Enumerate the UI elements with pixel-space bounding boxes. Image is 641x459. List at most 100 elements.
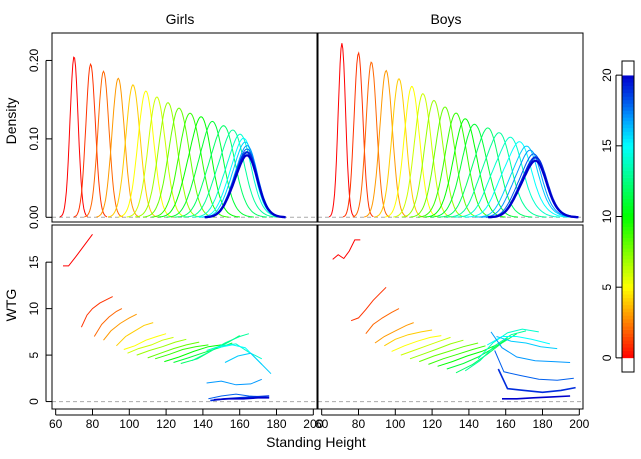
- girls-x-tick-label: 80: [86, 417, 100, 431]
- girls-density-age-5: [118, 90, 174, 218]
- boys-wtg-age-14: [477, 328, 539, 360]
- colorbar-segment: [622, 294, 634, 299]
- boys-density-age-14: [454, 136, 560, 218]
- colorbar: 0 5 10 15 20: [600, 60, 635, 373]
- colorbar-segment: [622, 82, 634, 87]
- colorbar-segment: [622, 248, 634, 253]
- colorbar-segment: [622, 124, 634, 129]
- girls-wtg-age-20: [213, 396, 270, 401]
- colorbar-segment: [622, 205, 634, 210]
- girls-density-age-7: [135, 102, 201, 218]
- girls-density-age-11: [166, 120, 254, 218]
- boys-density-age-10: [424, 118, 506, 218]
- colorbar-segment: [622, 163, 634, 168]
- girls-wtg-age-16: [224, 352, 272, 375]
- girls-density-age-1: [73, 62, 108, 218]
- colorbar-segment: [622, 262, 634, 267]
- girls-wtg-age-1: [80, 296, 113, 328]
- colorbar-segment: [622, 364, 634, 369]
- colorbar-segment: [622, 184, 634, 189]
- boys-density-panel: [317, 32, 584, 223]
- colorbar-segment: [622, 195, 634, 200]
- colorbar-segment: [622, 188, 634, 193]
- boys-wtg-age-20: [502, 395, 571, 400]
- wtg-axis-label: WTG: [3, 289, 19, 322]
- colorbar-segment: [622, 304, 634, 309]
- colorbar-segment: [622, 121, 634, 125]
- colorbar-segment: [622, 170, 634, 175]
- colorbar-segment: [622, 350, 634, 355]
- colorbar-segment: [622, 311, 634, 316]
- girls-wtg-age-5: [123, 333, 167, 350]
- girls-wtg-age-17: [206, 378, 262, 386]
- boys-wtg-age-6: [400, 336, 451, 356]
- colorbar-segment: [622, 230, 634, 235]
- colorbar-segment: [622, 177, 634, 182]
- density-y-tick-label: 0.20: [27, 48, 41, 72]
- girls-wtg-age-7: [136, 338, 187, 356]
- boys-density-age-11: [430, 123, 519, 218]
- girls-wtg-age-2: [93, 308, 123, 337]
- colorbar-segment: [622, 216, 634, 221]
- colorbar-tick-label: 10: [600, 210, 614, 224]
- girls-density-age-2: [84, 70, 124, 218]
- girls-x-tick-label: 200: [303, 417, 323, 431]
- boys-density-age-9: [417, 112, 494, 218]
- boys-wtg-age-19: [497, 368, 576, 394]
- wtg-y-tick-label: 5: [27, 351, 41, 358]
- colorbar-segment: [622, 159, 634, 164]
- colorbar-segment: [622, 167, 634, 171]
- colorbar-segment: [622, 269, 634, 274]
- colorbar-segment: [622, 174, 634, 178]
- colorbar-segment: [622, 251, 634, 256]
- colorbar-segment: [622, 71, 634, 76]
- girls-x-tick-label: 120: [156, 417, 176, 431]
- boys-density-age-0: [328, 43, 356, 218]
- colorbar-segment: [622, 255, 634, 260]
- boys-wtg-age-17: [490, 331, 571, 363]
- girls-density-age-9: [151, 112, 229, 218]
- colorbar-segment: [622, 287, 634, 292]
- boys-density-age-2: [352, 61, 390, 218]
- boys-wtg-age-5: [391, 335, 442, 352]
- colorbar-segment: [622, 283, 634, 288]
- boys-wtg-age-4: [384, 329, 433, 347]
- girls-density-age-8: [142, 107, 215, 218]
- colorbar-segment: [622, 68, 634, 72]
- boys-wtg-age-13: [464, 330, 527, 372]
- colorbar-segment: [622, 333, 634, 337]
- boys-wtg-age-16: [496, 336, 558, 350]
- boys-density-age-13: [446, 132, 547, 218]
- girls-density-age-14: [192, 133, 284, 218]
- boys-wtg-age-18: [494, 350, 574, 381]
- girls-wtg-age-13: [191, 333, 250, 362]
- colorbar-segment: [622, 223, 634, 228]
- colorbar-segment: [622, 308, 634, 313]
- boys-panel-title: Boys: [430, 11, 461, 27]
- boys-x-tick-label: 100: [385, 417, 405, 431]
- girls-x-tick-label: 140: [193, 417, 213, 431]
- colorbar-segment: [622, 117, 634, 122]
- boys-density-age-20: [488, 159, 579, 219]
- colorbar-segment: [622, 237, 634, 242]
- girls-density-age-6: [126, 96, 187, 218]
- colorbar-segment: [622, 273, 634, 277]
- colorbar-segment: [622, 343, 634, 348]
- girls-density-age-20: [204, 154, 286, 219]
- boys-density-age-6: [393, 93, 453, 218]
- colorbar-segment: [622, 145, 634, 150]
- colorbar-segment: [622, 258, 634, 263]
- colorbar-segment: [622, 78, 634, 83]
- girls-density-panel: [51, 32, 318, 223]
- boys-wtg-age-15: [487, 336, 551, 346]
- wtg-y-tick-label: 10: [27, 302, 41, 316]
- girls-density-age-4: [107, 84, 158, 218]
- density-y-tick-label: 0.00: [27, 205, 41, 229]
- colorbar-segment: [622, 276, 634, 281]
- girls-wtg-age-8: [147, 341, 200, 359]
- colorbar-segment: [622, 202, 634, 207]
- colorbar-segment: [622, 110, 634, 115]
- girls-x-tick-label: 100: [119, 417, 139, 431]
- girls-density-frame: [51, 32, 318, 223]
